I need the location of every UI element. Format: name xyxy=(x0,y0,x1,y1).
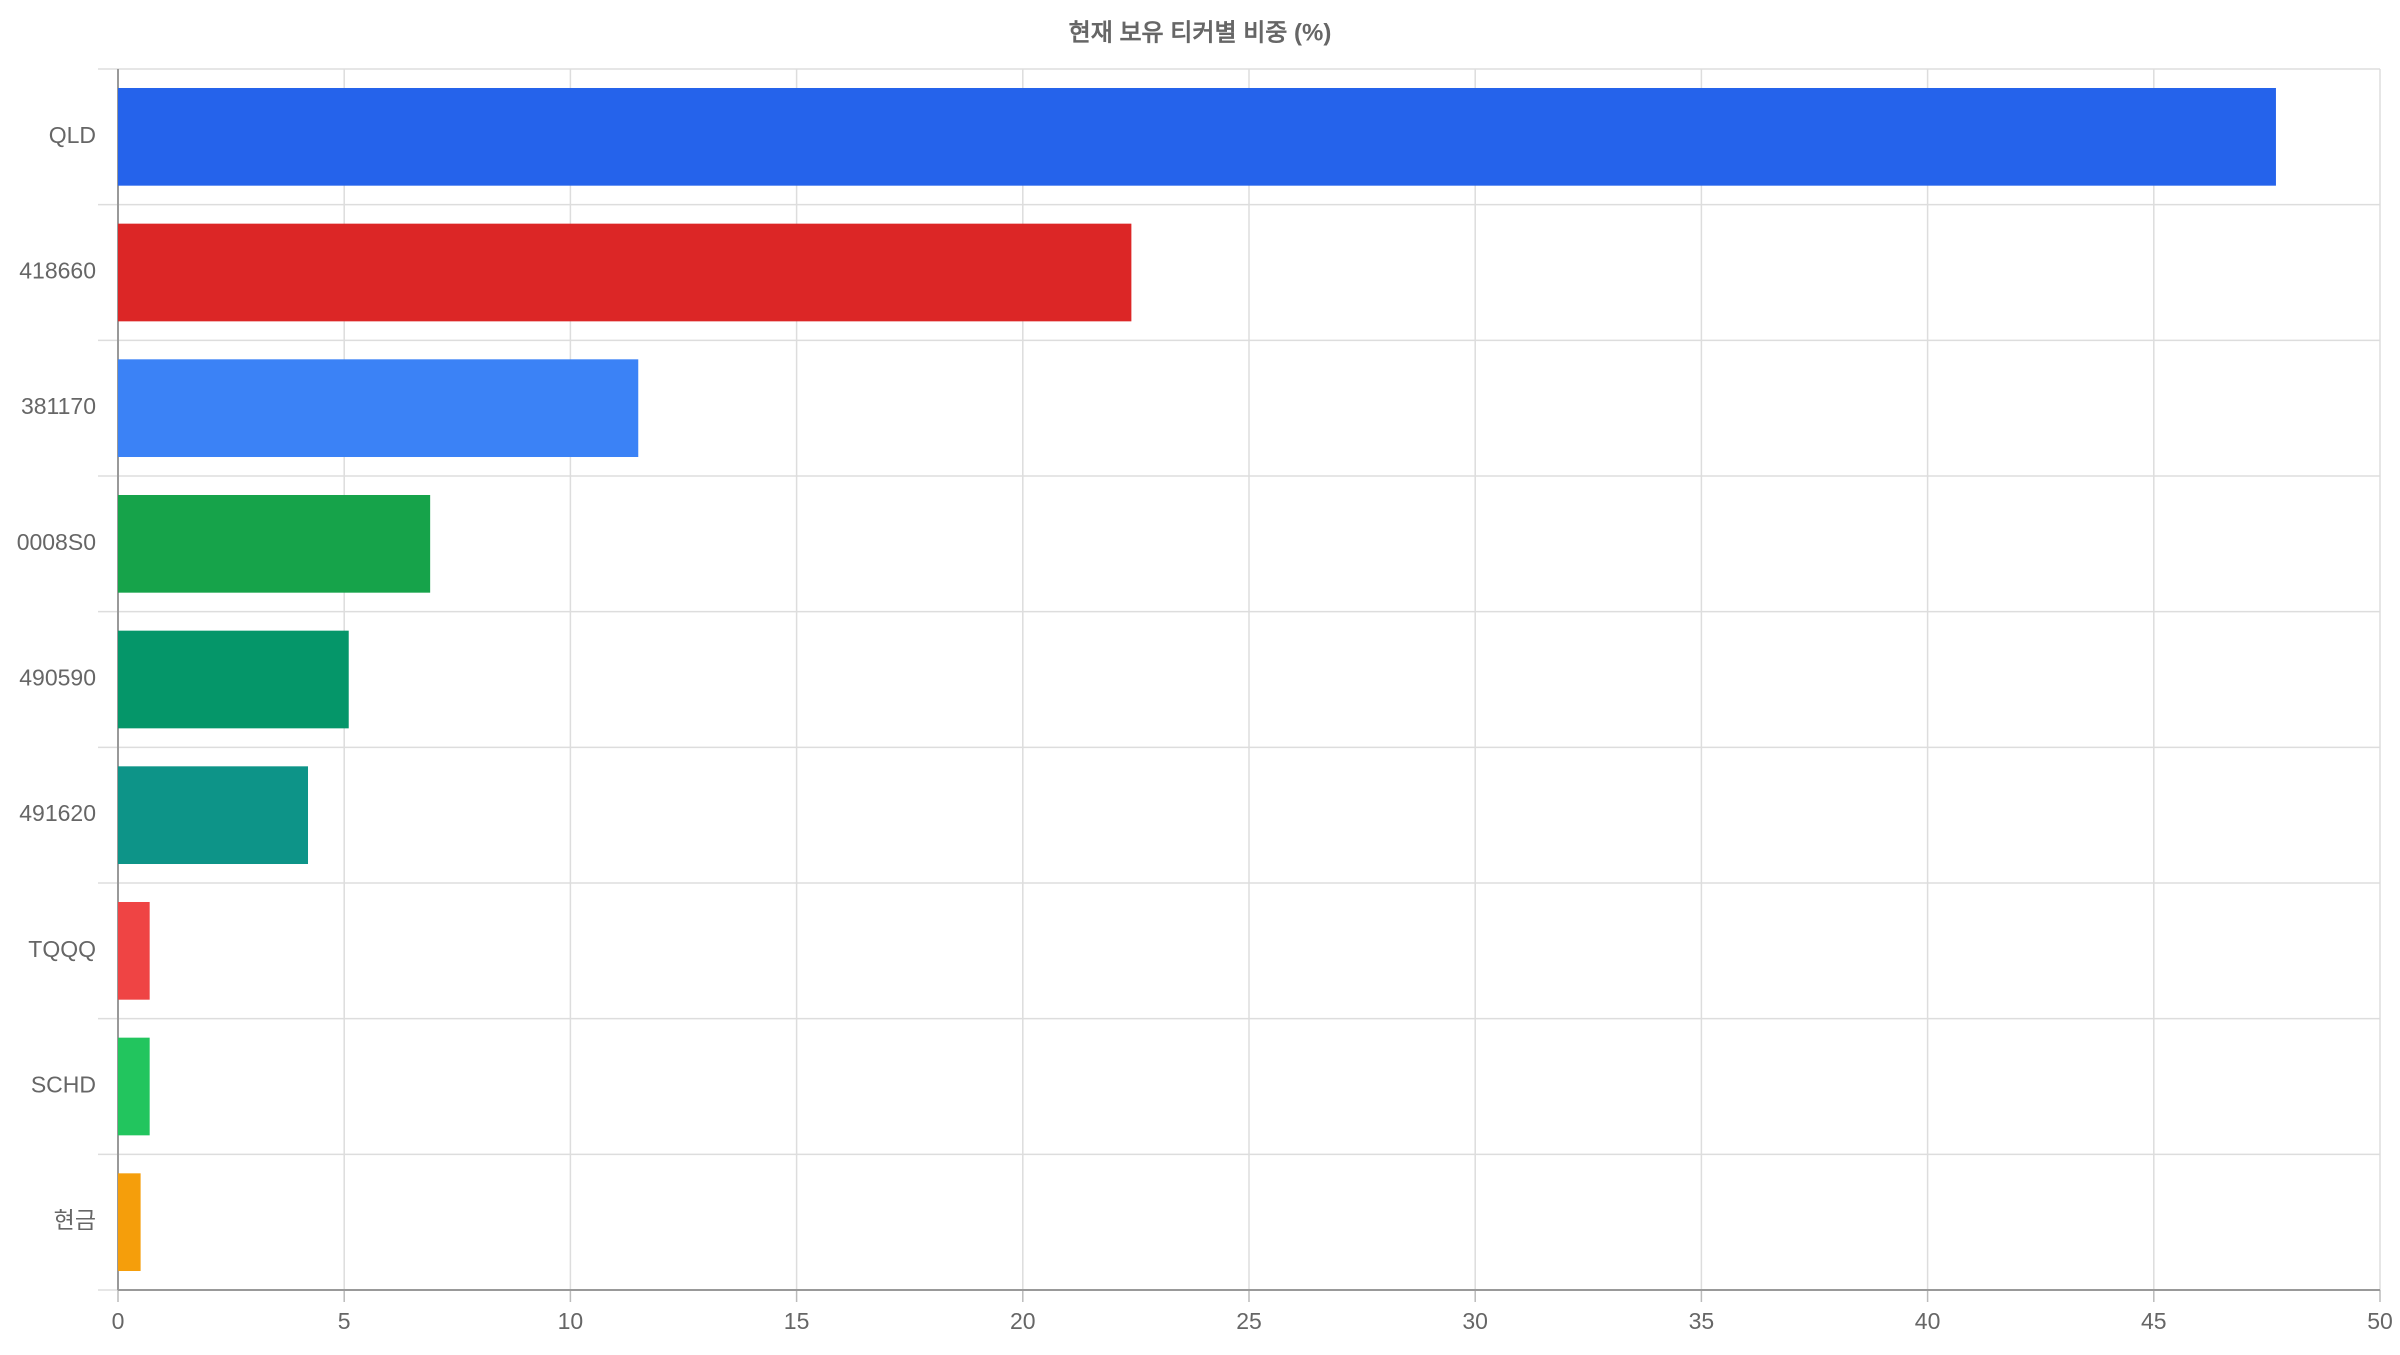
y-tick-label: 현금 xyxy=(54,1207,96,1233)
chart-title: 현재 보유 티커별 비중 (%) xyxy=(1069,19,1332,46)
bar xyxy=(118,359,639,458)
bar xyxy=(118,494,431,593)
y-tick-label: 381170 xyxy=(21,393,96,419)
y-tick-label: TQQQ xyxy=(28,936,96,962)
x-tick-label: 30 xyxy=(1462,1308,1488,1334)
x-tick-label: 35 xyxy=(1689,1308,1715,1334)
x-tick-label: 5 xyxy=(338,1308,351,1334)
x-tick-label: 45 xyxy=(2141,1308,2167,1334)
x-tick-label: 50 xyxy=(2367,1308,2393,1334)
x-tick-label: 15 xyxy=(784,1308,810,1334)
y-tick-label: 491620 xyxy=(19,800,96,826)
y-tick-label: QLD xyxy=(49,122,96,148)
bar xyxy=(118,901,150,1000)
y-tick-label: 418660 xyxy=(19,258,96,284)
bar xyxy=(118,1037,150,1136)
y-tick-label: SCHD xyxy=(31,1072,96,1098)
x-tick-label: 40 xyxy=(1915,1308,1941,1334)
bar xyxy=(118,630,349,729)
y-tick-label: 490590 xyxy=(19,665,96,691)
x-tick-label: 10 xyxy=(558,1308,584,1334)
bar xyxy=(118,766,309,865)
y-tick-label: 0008S0 xyxy=(17,529,96,555)
x-tick-label: 25 xyxy=(1236,1308,1262,1334)
x-tick-label: 20 xyxy=(1010,1308,1036,1334)
bar xyxy=(118,87,2276,186)
x-tick-label: 0 xyxy=(112,1308,125,1334)
bar xyxy=(118,1173,141,1272)
bar xyxy=(118,223,1132,322)
